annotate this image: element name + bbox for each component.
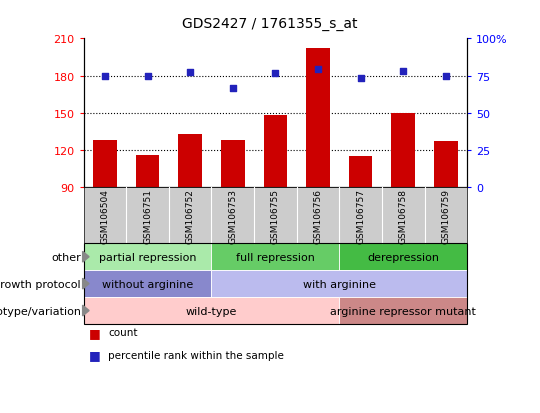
Text: GSM106755: GSM106755 xyxy=(271,188,280,243)
Point xyxy=(271,71,280,77)
Polygon shape xyxy=(83,252,89,263)
Bar xyxy=(136,156,159,188)
Point xyxy=(228,85,237,92)
Text: partial repression: partial repression xyxy=(99,252,197,262)
Text: GSM106752: GSM106752 xyxy=(186,188,195,243)
Text: without arginine: without arginine xyxy=(102,279,193,289)
Point xyxy=(186,69,194,76)
Text: arginine repressor mutant: arginine repressor mutant xyxy=(330,306,476,316)
Text: full repression: full repression xyxy=(236,252,315,262)
Polygon shape xyxy=(83,306,89,316)
Text: growth protocol: growth protocol xyxy=(0,279,81,289)
Bar xyxy=(264,116,287,188)
Point xyxy=(399,68,408,75)
Text: GSM106757: GSM106757 xyxy=(356,188,365,243)
Text: GDS2427 / 1761355_s_at: GDS2427 / 1761355_s_at xyxy=(183,17,357,31)
Text: genotype/variation: genotype/variation xyxy=(0,306,81,316)
Text: GSM106756: GSM106756 xyxy=(314,188,322,243)
Point xyxy=(356,76,365,82)
Bar xyxy=(349,157,372,188)
Point xyxy=(100,73,109,80)
Text: GSM106758: GSM106758 xyxy=(399,188,408,243)
Text: with arginine: with arginine xyxy=(303,279,376,289)
Text: GSM106759: GSM106759 xyxy=(441,188,450,243)
Text: ■: ■ xyxy=(89,326,101,339)
Text: GSM106753: GSM106753 xyxy=(228,188,237,243)
Bar xyxy=(93,141,117,188)
Text: wild-type: wild-type xyxy=(186,306,237,316)
Bar xyxy=(306,49,330,188)
Text: percentile rank within the sample: percentile rank within the sample xyxy=(108,350,284,360)
Text: ■: ■ xyxy=(89,349,101,362)
Bar xyxy=(179,135,202,188)
Bar xyxy=(221,141,245,188)
Text: other: other xyxy=(51,252,81,262)
Text: count: count xyxy=(108,328,138,337)
Text: derepression: derepression xyxy=(367,252,439,262)
Point xyxy=(143,73,152,80)
Polygon shape xyxy=(83,278,89,289)
Bar xyxy=(392,114,415,188)
Point xyxy=(442,73,450,80)
Text: GSM106751: GSM106751 xyxy=(143,188,152,243)
Point xyxy=(314,67,322,74)
Text: GSM106504: GSM106504 xyxy=(100,188,110,243)
Bar xyxy=(434,142,457,188)
